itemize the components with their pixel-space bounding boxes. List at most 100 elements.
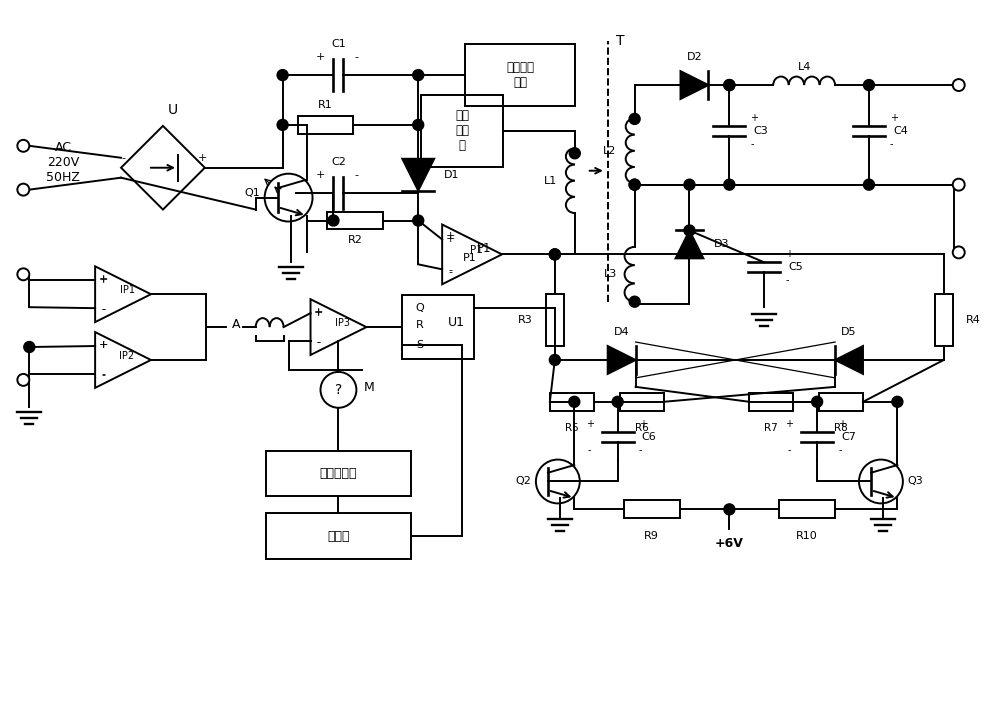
Circle shape <box>629 296 640 307</box>
Circle shape <box>413 69 424 81</box>
Text: C7: C7 <box>841 432 856 442</box>
Circle shape <box>549 355 560 366</box>
Text: Q3: Q3 <box>908 477 924 486</box>
Text: -: - <box>448 265 452 275</box>
Text: +: + <box>98 274 108 285</box>
Polygon shape <box>676 230 703 258</box>
Circle shape <box>549 249 560 260</box>
Text: 滑动
调节
器: 滑动 调节 器 <box>455 110 469 152</box>
Circle shape <box>629 179 640 190</box>
Polygon shape <box>608 346 636 374</box>
Bar <box>819 393 863 411</box>
Text: -: - <box>101 304 105 314</box>
Bar <box>298 116 353 134</box>
Circle shape <box>863 179 874 190</box>
Polygon shape <box>680 71 708 99</box>
Circle shape <box>892 397 903 407</box>
Circle shape <box>549 249 560 260</box>
Text: C5: C5 <box>788 263 803 272</box>
Text: -: - <box>354 52 358 62</box>
Text: L4: L4 <box>797 62 811 72</box>
Bar <box>266 451 411 496</box>
Circle shape <box>17 184 29 196</box>
Text: +: + <box>198 153 208 163</box>
Text: L1: L1 <box>544 176 557 185</box>
Circle shape <box>629 114 640 124</box>
Text: -: - <box>121 153 125 163</box>
Text: -: - <box>838 444 842 455</box>
Bar <box>779 501 835 518</box>
Bar <box>546 294 564 346</box>
Bar <box>620 393 664 411</box>
Text: -: - <box>317 337 321 347</box>
Text: P1: P1 <box>463 253 477 263</box>
Text: U1: U1 <box>448 316 465 329</box>
Text: D5: D5 <box>841 327 857 337</box>
Text: +: + <box>445 232 455 241</box>
Text: +: + <box>314 307 323 317</box>
Text: D3: D3 <box>713 239 729 249</box>
Bar <box>327 211 383 230</box>
Bar <box>266 513 411 559</box>
Text: S: S <box>417 340 424 350</box>
Text: -: - <box>101 369 105 380</box>
Bar <box>402 295 474 359</box>
Text: IP1: IP1 <box>120 285 135 296</box>
Text: R: R <box>416 320 424 330</box>
Text: +: + <box>98 340 108 350</box>
Circle shape <box>629 179 640 190</box>
Text: +: + <box>750 113 758 123</box>
Text: -: - <box>785 275 789 285</box>
Text: -: - <box>787 444 791 455</box>
Text: -: - <box>101 370 105 380</box>
Text: C3: C3 <box>753 126 768 136</box>
Bar <box>465 44 575 106</box>
Circle shape <box>953 179 965 191</box>
Bar <box>749 393 793 411</box>
Circle shape <box>724 179 735 190</box>
Text: R6: R6 <box>635 423 648 432</box>
Text: -: - <box>448 267 452 277</box>
Text: IP2: IP2 <box>119 351 135 361</box>
Circle shape <box>17 374 29 386</box>
Text: -: - <box>317 336 321 347</box>
Text: D2: D2 <box>687 52 702 62</box>
Text: R7: R7 <box>764 423 778 432</box>
Text: Q: Q <box>416 303 425 313</box>
Bar <box>624 501 680 518</box>
Text: 相敏检波
电路: 相敏检波 电路 <box>506 61 534 89</box>
Polygon shape <box>835 346 863 374</box>
Text: +: + <box>639 418 647 429</box>
Text: C1: C1 <box>331 39 346 49</box>
Text: AC
220V
50HZ: AC 220V 50HZ <box>46 141 80 184</box>
Text: R8: R8 <box>834 423 848 432</box>
Text: -: - <box>588 444 592 455</box>
Bar <box>421 95 503 167</box>
Circle shape <box>724 79 735 91</box>
Circle shape <box>17 140 29 152</box>
Circle shape <box>24 342 35 352</box>
Text: P1: P1 <box>477 242 491 255</box>
Text: R9: R9 <box>644 531 659 541</box>
Text: -: - <box>890 139 893 149</box>
Circle shape <box>328 215 339 226</box>
Circle shape <box>277 69 288 81</box>
Text: C2: C2 <box>331 157 346 167</box>
Text: L2: L2 <box>603 146 617 156</box>
Text: 斜波发生器: 斜波发生器 <box>320 467 357 480</box>
Polygon shape <box>402 159 434 191</box>
Bar <box>935 294 953 346</box>
Circle shape <box>277 119 288 131</box>
Text: +: + <box>890 113 898 123</box>
Text: -: - <box>639 444 642 455</box>
Circle shape <box>724 504 735 515</box>
Text: +: + <box>314 307 323 317</box>
Text: ?: ? <box>335 383 342 397</box>
Text: M: M <box>363 381 374 395</box>
Circle shape <box>812 397 823 407</box>
Text: D1: D1 <box>444 170 460 180</box>
Circle shape <box>569 148 580 159</box>
Circle shape <box>953 79 965 91</box>
Text: A: A <box>231 317 240 331</box>
Text: Q2: Q2 <box>515 477 531 486</box>
